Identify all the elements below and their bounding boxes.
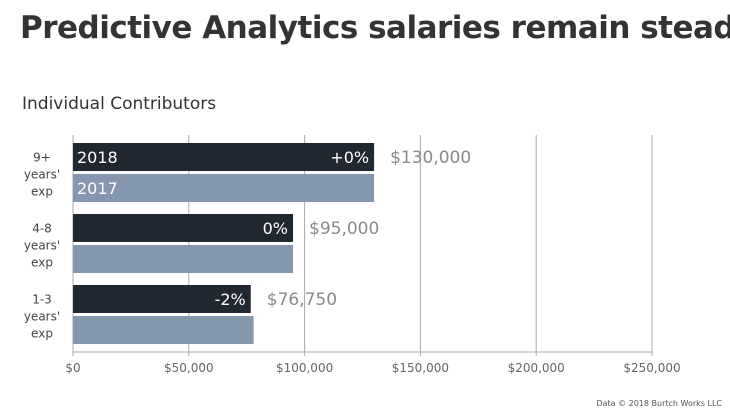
series-label-2017: 2017 [77, 179, 118, 198]
x-tick-label: $50,000 [164, 361, 214, 375]
chart-subtitle: Individual Contributors [22, 94, 217, 114]
x-tick-label: $200,000 [508, 361, 565, 375]
change-label: -2% [215, 290, 246, 309]
series-label-2018: 2018 [77, 148, 118, 167]
bar-2017 [73, 316, 254, 344]
bar-2018 [73, 214, 294, 242]
x-tick-label: $150,000 [392, 361, 449, 375]
category-label: years' [24, 239, 60, 253]
x-tick-label: $0 [65, 361, 80, 375]
category-label: years' [24, 168, 60, 182]
x-tick-label: $250,000 [623, 361, 680, 375]
category-label: 4-8 [32, 222, 52, 236]
chart-title: Predictive Analytics salaries remain ste… [20, 10, 730, 46]
category-label: exp [31, 185, 53, 199]
value-label: $76,750 [267, 290, 337, 310]
value-label: $95,000 [309, 219, 379, 239]
category-label: 1-3 [32, 293, 52, 307]
category-label: years' [24, 310, 60, 324]
bar-2017 [73, 245, 294, 273]
category-label: exp [31, 327, 53, 341]
bar-2018 [73, 143, 375, 171]
bar-2018 [73, 285, 251, 313]
value-label: $130,000 [390, 148, 471, 168]
change-label: +0% [330, 148, 369, 167]
data-credit: Data © 2018 Burtch Works LLC [596, 399, 722, 408]
category-label: exp [31, 256, 53, 270]
change-label: 0% [263, 219, 288, 238]
bar-2017 [73, 174, 375, 202]
x-tick-label: $100,000 [276, 361, 333, 375]
category-label: 9+ [33, 151, 51, 165]
